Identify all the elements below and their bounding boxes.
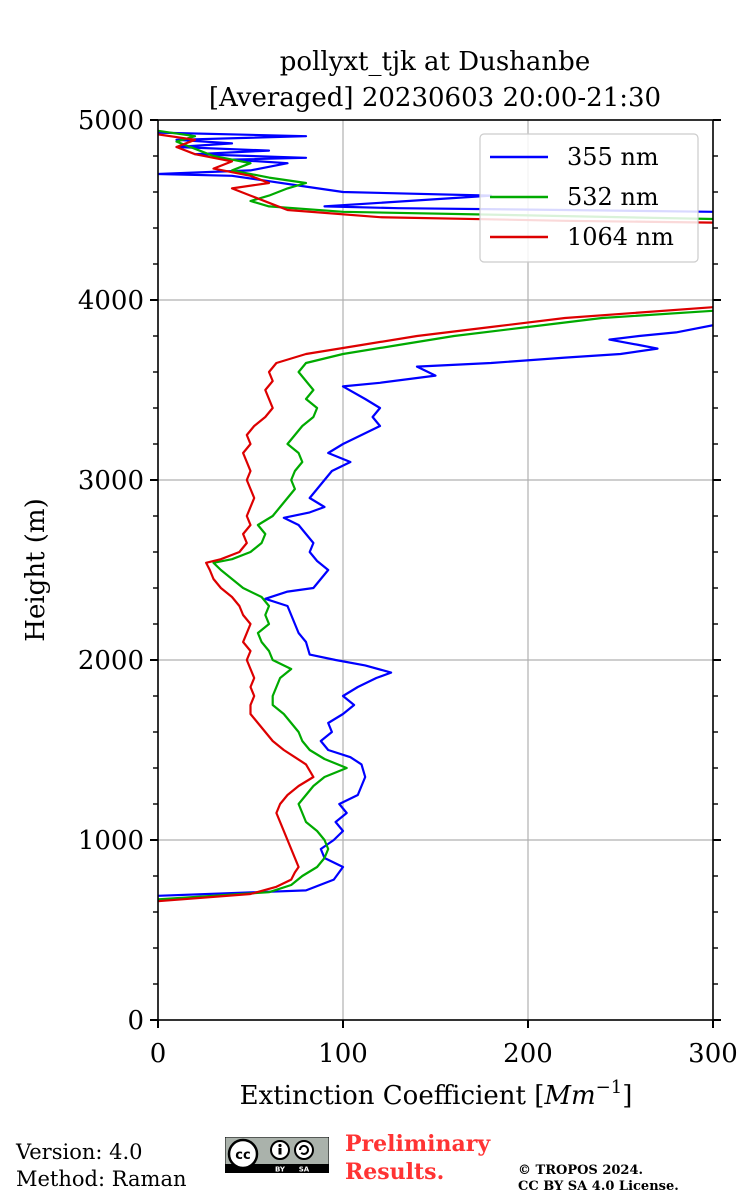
- cc-by-sa-badge: cc BY SA: [225, 1137, 329, 1173]
- cc-icon-text: cc: [235, 1148, 250, 1163]
- series-upper-1064-nm: [158, 133, 713, 224]
- y-tick-label-4: 4000: [78, 286, 144, 316]
- x-tick-label-2: 200: [503, 1039, 553, 1069]
- x-tick-label-1: 100: [318, 1039, 368, 1069]
- share-alike-icon: [294, 1140, 314, 1160]
- method-label: Method: Raman: [16, 1167, 187, 1191]
- series-line-1064-nm: [158, 306, 713, 903]
- preliminary-line-2: Results.: [345, 1159, 445, 1185]
- badge-by-text: BY: [275, 1166, 286, 1174]
- copyright-line-1: © TROPOS 2024.: [518, 1163, 644, 1178]
- x-tick-label-0: 0: [150, 1039, 167, 1069]
- copyright-line-2: CC BY SA 4.0 License.: [518, 1179, 679, 1194]
- legend-box: [479, 133, 699, 263]
- legend-label-1: 532 nm: [567, 183, 659, 211]
- grid-lines: [158, 120, 713, 1020]
- x-axis-label-close: ]: [622, 1081, 632, 1111]
- series-line-532-nm: [158, 309, 713, 901]
- cc-icon: [227, 1138, 259, 1170]
- badge-sa-text: SA: [299, 1166, 310, 1174]
- axis-ticks: [150, 119, 721, 1028]
- series-upper-355-nm: [158, 131, 713, 213]
- y-tick-label-5: 5000: [78, 106, 144, 136]
- x-axis-label-text: Extinction Coefficient [: [240, 1081, 545, 1111]
- legend: 355 nm 532 nm 1064 nm: [479, 133, 699, 263]
- series-upper-532-nm: [158, 129, 713, 221]
- x-axis-unit: Mm: [543, 1081, 595, 1111]
- plot-frame: [157, 119, 714, 1021]
- version-label: Version: 4.0: [16, 1140, 143, 1164]
- x-axis-label: Extinction Coefficient [Mm−1]: [240, 1077, 633, 1111]
- preliminary-notice: Preliminary Results.: [345, 1130, 490, 1186]
- y-tick-label-2: 2000: [78, 646, 144, 676]
- copyright-notice: © TROPOS 2024. CC BY SA 4.0 License.: [518, 1163, 679, 1195]
- y-tick-label-0: 0: [127, 1006, 144, 1036]
- chart-title: pollyxt_tjk at Dushanbe: [280, 47, 590, 77]
- legend-label-0: 355 nm: [567, 143, 659, 171]
- series-line-355-nm: [158, 324, 713, 897]
- legend-label-2: 1064 nm: [567, 223, 674, 251]
- chart-subtitle: [Averaged] 20230603 20:00-21:30: [209, 83, 661, 113]
- y-tick-label-3: 3000: [78, 466, 144, 496]
- y-tick-label-1: 1000: [78, 826, 144, 856]
- x-tick-label-3: 300: [688, 1039, 738, 1069]
- x-axis-unit-exponent: −1: [596, 1077, 623, 1098]
- series-layer: [158, 129, 713, 903]
- preliminary-line-1: Preliminary: [345, 1131, 491, 1157]
- extinction-profile-chart: pollyxt_tjk at Dushanbe [Averaged] 20230…: [21, 47, 738, 1111]
- y-axis-label: Height (m): [21, 498, 51, 641]
